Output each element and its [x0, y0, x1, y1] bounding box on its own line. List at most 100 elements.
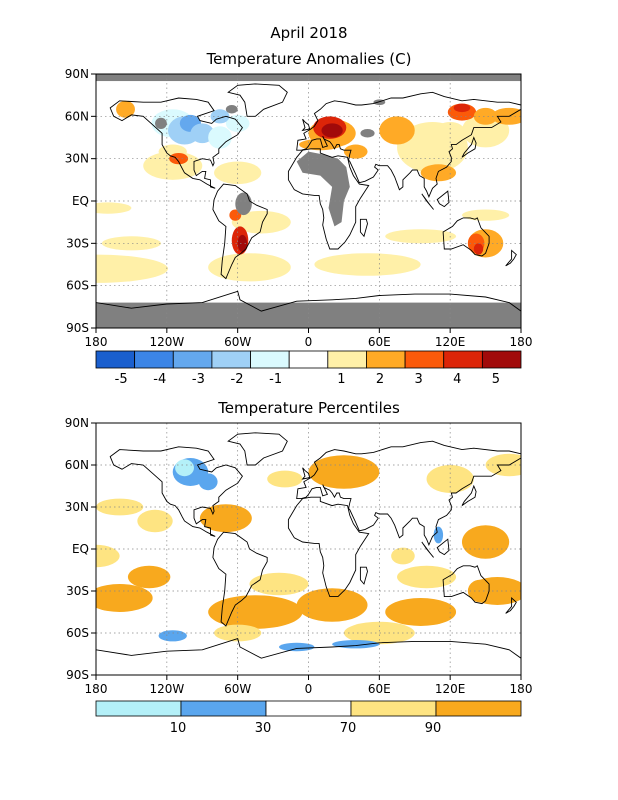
percentile-patch: [461, 525, 510, 559]
missing-patch: [235, 192, 252, 216]
x-tick-label: 0: [305, 335, 313, 349]
y-tick-label: 60S: [66, 279, 89, 293]
percentile-patch: [175, 459, 194, 477]
anomaly-patch: [214, 161, 262, 185]
colorbar-swatch: [435, 700, 522, 717]
coastline: [505, 596, 517, 614]
anomaly-patch: [299, 138, 342, 151]
coastline: [96, 638, 521, 675]
anomaly-patch: [343, 144, 368, 159]
missing-antarctica: [96, 302, 521, 328]
colorbar-swatch: [327, 350, 367, 369]
x-tick-label: 120W: [149, 682, 184, 696]
coastline: [359, 566, 368, 585]
colorbar-swatch: [350, 700, 437, 717]
colorbar-label: -4: [153, 372, 166, 387]
percentile-patch: [198, 473, 218, 491]
x-tick-label: 120E: [435, 335, 466, 349]
colorbar-label: -2: [231, 372, 244, 387]
anomaly-patch: [473, 243, 484, 255]
colorbar-swatch: [265, 700, 352, 717]
percentile-patch: [214, 624, 262, 642]
anomaly-patch: [314, 253, 421, 276]
anomaly-patch: [101, 236, 161, 251]
percentile-patch: [308, 455, 380, 489]
colorbar-label: -5: [115, 372, 128, 387]
coastline: [227, 432, 288, 466]
y-tick-label: 90S: [66, 321, 89, 335]
percentile-colorbar: 10 30 70 90: [95, 700, 522, 736]
colorbar-swatch: [211, 350, 251, 369]
coastline: [436, 190, 450, 208]
coastline: [442, 217, 490, 257]
percentile-map-title: Temperature Percentiles: [217, 399, 400, 417]
anomaly-patch: [116, 100, 135, 118]
colorbar-label: 4: [453, 372, 461, 387]
missing-patch: [155, 117, 167, 130]
coastline: [301, 467, 311, 480]
coastline: [212, 531, 268, 627]
gridlines: [96, 74, 521, 328]
coastline: [421, 193, 434, 210]
missing-data: [96, 74, 521, 328]
colorbar-swatch: [404, 350, 445, 369]
colorbar-label: 5: [492, 372, 500, 387]
colorbar-swatch: [288, 350, 329, 369]
colorbar-swatch: [250, 350, 290, 369]
x-tick-label: 120E: [435, 682, 466, 696]
percentile-patch: [385, 598, 457, 626]
coastline: [301, 118, 311, 132]
x-tick-label: 0: [305, 682, 313, 696]
percentile-patch: [127, 565, 171, 589]
y-tick-label: 90N: [65, 67, 89, 81]
percentile-patch: [267, 470, 303, 488]
colorbar-label: -3: [192, 372, 205, 387]
x-tick-label: 180: [85, 335, 108, 349]
coastline: [296, 440, 521, 546]
x-tick-label: 180: [85, 682, 108, 696]
missing-patch: [225, 105, 238, 114]
anomaly-patch: [96, 254, 168, 283]
y-tick-label: 30N: [65, 152, 89, 166]
colorbar-label: 10: [170, 721, 187, 736]
coastline: [96, 290, 521, 328]
y-tick-label: 30S: [66, 584, 89, 598]
anomaly-patch: [321, 123, 343, 138]
y-tick-label: 90N: [65, 416, 89, 430]
percentile-map: 180 120W 60W 0 60E 120E 180 90N 60N 30N EQ 30S 60S 90…: [65, 416, 533, 696]
anomaly-patch: [237, 234, 248, 252]
coastline: [461, 136, 477, 158]
coastline: [436, 538, 450, 556]
x-tick-label: 60E: [368, 335, 391, 349]
coastline: [359, 218, 368, 238]
x-tick-label: 180: [510, 682, 533, 696]
colorbar-swatch: [95, 700, 182, 717]
anomaly-patch: [436, 121, 465, 139]
anomaly-patch: [169, 153, 189, 165]
anomaly-map: 180 120W 60W 0 60E 120E 180 90N 60N 30N EQ 30S 60S 90…: [65, 67, 533, 349]
percentile-patch: [391, 547, 415, 565]
coastlines: [96, 432, 521, 675]
percentile-patch: [249, 572, 309, 596]
coastline: [212, 183, 268, 280]
percentile-patch: [278, 642, 315, 652]
y-tick-label: 60N: [65, 109, 89, 123]
y-tick-label: EQ: [72, 542, 89, 556]
colorbar-label: 70: [340, 721, 357, 736]
anomaly-patch: [385, 229, 457, 244]
x-tick-label: 60W: [224, 682, 251, 696]
missing-africa: [296, 151, 350, 227]
missing-patch: [360, 129, 375, 138]
x-tick-label: 120W: [149, 335, 184, 349]
x-tick-label: 180: [510, 335, 533, 349]
anomaly-colorbar: -5 -4 -3 -2 -1 1 2 3 4 5: [95, 350, 522, 387]
y-tick-label: 30N: [65, 500, 89, 514]
colorbar-label: 90: [425, 721, 442, 736]
y-tick-label: 60S: [66, 626, 89, 640]
colorbar-label: 3: [414, 372, 422, 387]
colorbar-swatch: [366, 350, 406, 369]
colorbar-swatch: [172, 350, 213, 369]
coastline: [461, 484, 477, 506]
anomaly-patch: [225, 114, 250, 132]
colorbar-swatch: [443, 350, 483, 369]
